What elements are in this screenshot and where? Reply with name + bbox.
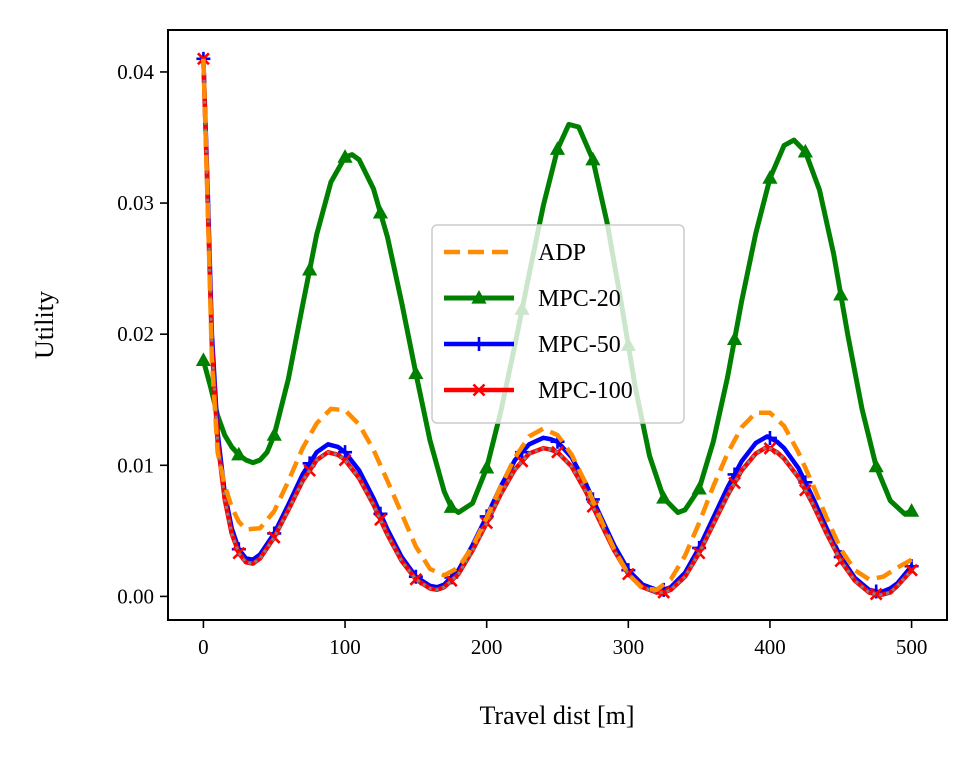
legend-entry-mpc-50: MPC-50	[444, 332, 621, 358]
data-point	[762, 170, 778, 184]
data-point	[726, 331, 743, 346]
data-point	[903, 503, 920, 517]
data-point	[231, 446, 247, 461]
legend-entry-mpc-20: MPC-20	[444, 286, 621, 312]
plot-frame	[167, 29, 948, 621]
data-point	[656, 490, 672, 504]
data-point	[337, 149, 353, 163]
y-axis: 0.00 0.01 0.02 0.03 0.04	[117, 60, 168, 608]
y-tick-label: 0.00	[117, 584, 154, 608]
legend-label: MPC-100	[538, 378, 633, 404]
x-tick-label: 100	[329, 635, 361, 659]
legend: ADP MPC-20 MPC-50 MPC-100	[431, 224, 685, 424]
legend-marker	[472, 337, 486, 351]
plot-area	[167, 29, 948, 621]
data-point	[797, 143, 813, 158]
x-tick-label: 200	[471, 635, 503, 659]
data-point	[408, 365, 424, 380]
x-axis-label: Travel dist [m]	[479, 701, 634, 730]
data-point	[585, 151, 601, 166]
data-point	[195, 352, 212, 366]
data-point	[302, 261, 318, 276]
legend-marker	[472, 383, 486, 397]
series-line	[201, 58, 913, 593]
data-point	[372, 204, 389, 219]
legend-label: MPC-20	[538, 286, 621, 312]
data-point	[443, 499, 459, 513]
data-point	[833, 286, 849, 301]
data-point	[691, 480, 707, 495]
x-tick-label: 400	[754, 635, 786, 659]
y-tick-label: 0.03	[117, 191, 154, 215]
y-axis-label: Utility	[30, 291, 59, 359]
x-tick-label: 0	[198, 635, 209, 659]
series-overlay-dotted	[201, 58, 913, 597]
y-tick-label: 0.01	[117, 453, 154, 477]
legend-entry-adp: ADP	[444, 240, 586, 266]
data-point	[869, 587, 883, 601]
series-adp	[201, 58, 913, 593]
legend-marker	[471, 290, 487, 304]
data-point	[868, 458, 884, 473]
legend-box	[431, 224, 685, 424]
data-point	[586, 500, 600, 514]
y-tick-label: 0.02	[117, 322, 154, 346]
y-tick-label: 0.04	[117, 60, 154, 84]
data-point	[549, 141, 566, 155]
series-layer	[195, 51, 920, 601]
legend-label: ADP	[538, 240, 586, 266]
x-axis: 0 100 200 300 400 500	[198, 620, 927, 659]
legend-label: MPC-50	[538, 332, 621, 358]
data-point	[762, 430, 777, 445]
series-mpc-100	[196, 52, 919, 601]
data-point	[266, 427, 282, 441]
x-tick-label: 300	[613, 635, 645, 659]
data-point	[479, 459, 495, 474]
data-point	[267, 530, 281, 544]
data-point	[374, 513, 387, 527]
data-point	[338, 445, 353, 460]
legend-entry-mpc-100: MPC-100	[444, 378, 633, 404]
x-tick-label: 500	[896, 635, 928, 659]
